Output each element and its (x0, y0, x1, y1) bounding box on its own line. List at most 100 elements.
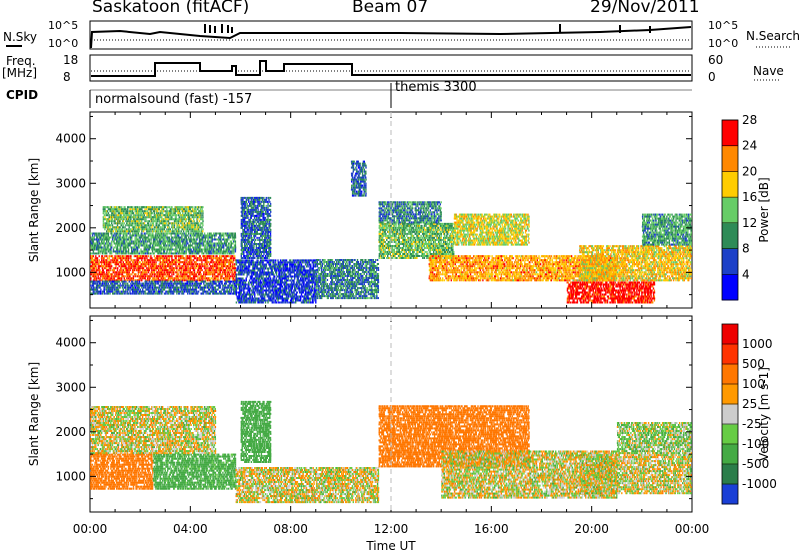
power-cell (131, 292, 134, 295)
power-cell (158, 255, 160, 258)
power-cell (108, 279, 110, 282)
power-cell (240, 291, 242, 294)
power-cell (127, 212, 129, 215)
power-cell (105, 275, 108, 278)
power-cell (154, 292, 156, 295)
power-cell (187, 263, 189, 266)
power-cell (119, 240, 121, 243)
power-cell (101, 261, 104, 264)
power-cell (185, 255, 187, 258)
power-cell (152, 277, 155, 280)
power-cell (190, 257, 192, 260)
power-cell (140, 282, 142, 285)
power-cell (131, 248, 133, 251)
power-cell (133, 255, 135, 258)
power-cell (147, 252, 150, 255)
power-cell (224, 263, 227, 266)
power-cell (235, 287, 237, 290)
power-cell (185, 261, 187, 264)
power-cell (173, 267, 176, 270)
power-cell (199, 265, 201, 268)
power-cell (180, 257, 182, 260)
power-cell (224, 238, 226, 241)
power-cell (218, 265, 220, 268)
power-cell (127, 250, 130, 253)
power-cell (115, 275, 117, 278)
power-cell (157, 271, 160, 274)
power-cell (169, 279, 171, 282)
power-cell (134, 226, 136, 229)
power-cell (162, 273, 165, 276)
power-cell (123, 277, 125, 280)
power-cell (131, 259, 133, 262)
power-cell (126, 228, 128, 231)
power-cell (189, 246, 191, 249)
power-cell (205, 292, 207, 295)
power-cell (229, 236, 231, 239)
power-cell (101, 257, 104, 260)
power-cell (144, 277, 146, 280)
power-cell (178, 259, 180, 262)
power-cell (248, 281, 250, 284)
power-cell (195, 255, 197, 258)
power-cell (116, 255, 119, 258)
power-cell (152, 292, 155, 295)
power-cell (230, 290, 233, 293)
power-cell (187, 234, 189, 237)
power-cell (162, 212, 164, 215)
power-cell (144, 263, 146, 266)
power-cell (221, 282, 223, 285)
power-cell (187, 279, 189, 282)
nave-tick-high: 60 (708, 53, 723, 67)
power-cell (170, 234, 172, 237)
power-cell (195, 210, 197, 213)
power-cell (187, 277, 189, 280)
power-cell (103, 271, 105, 274)
power-cell (145, 255, 147, 258)
power-cell (155, 290, 157, 293)
power-cell (110, 250, 113, 253)
power-cell (102, 273, 105, 276)
power-cell (99, 280, 101, 283)
power-cell (164, 267, 167, 270)
power-cell (201, 232, 203, 235)
power-cell (180, 273, 182, 276)
power-cell (172, 284, 175, 287)
power-cell (99, 269, 101, 272)
power-cell (121, 244, 123, 247)
power-cell (104, 286, 106, 289)
power-cell (147, 228, 149, 231)
power-cell (150, 267, 152, 270)
power-cell (178, 265, 181, 268)
power-cell (92, 250, 95, 253)
power-cell (205, 267, 207, 270)
power-cell (134, 236, 136, 239)
power-cell (92, 240, 95, 243)
power-cell (144, 220, 146, 223)
power-cell (125, 252, 127, 255)
power-cell (134, 261, 136, 264)
power-cell (218, 236, 220, 239)
power-cell (116, 275, 118, 278)
power-cell (123, 214, 126, 217)
power-cell (176, 255, 178, 258)
power-cell (242, 271, 244, 274)
power-cell (181, 288, 183, 291)
power-cell (216, 255, 218, 258)
power-cell (165, 275, 167, 278)
power-cell (136, 263, 139, 266)
power-cell (142, 271, 144, 274)
power-cell (114, 275, 116, 278)
power-cell (162, 259, 165, 262)
power-cell (149, 275, 151, 278)
power-cell (115, 212, 117, 215)
power-cell (131, 222, 134, 225)
power-cell (187, 286, 189, 289)
power-cell (119, 226, 121, 229)
power-cell (182, 273, 185, 276)
power-cell (131, 261, 134, 264)
power-cell (214, 286, 216, 289)
power-cell (157, 228, 160, 231)
power-cell (96, 259, 99, 262)
power-cell (164, 210, 166, 213)
